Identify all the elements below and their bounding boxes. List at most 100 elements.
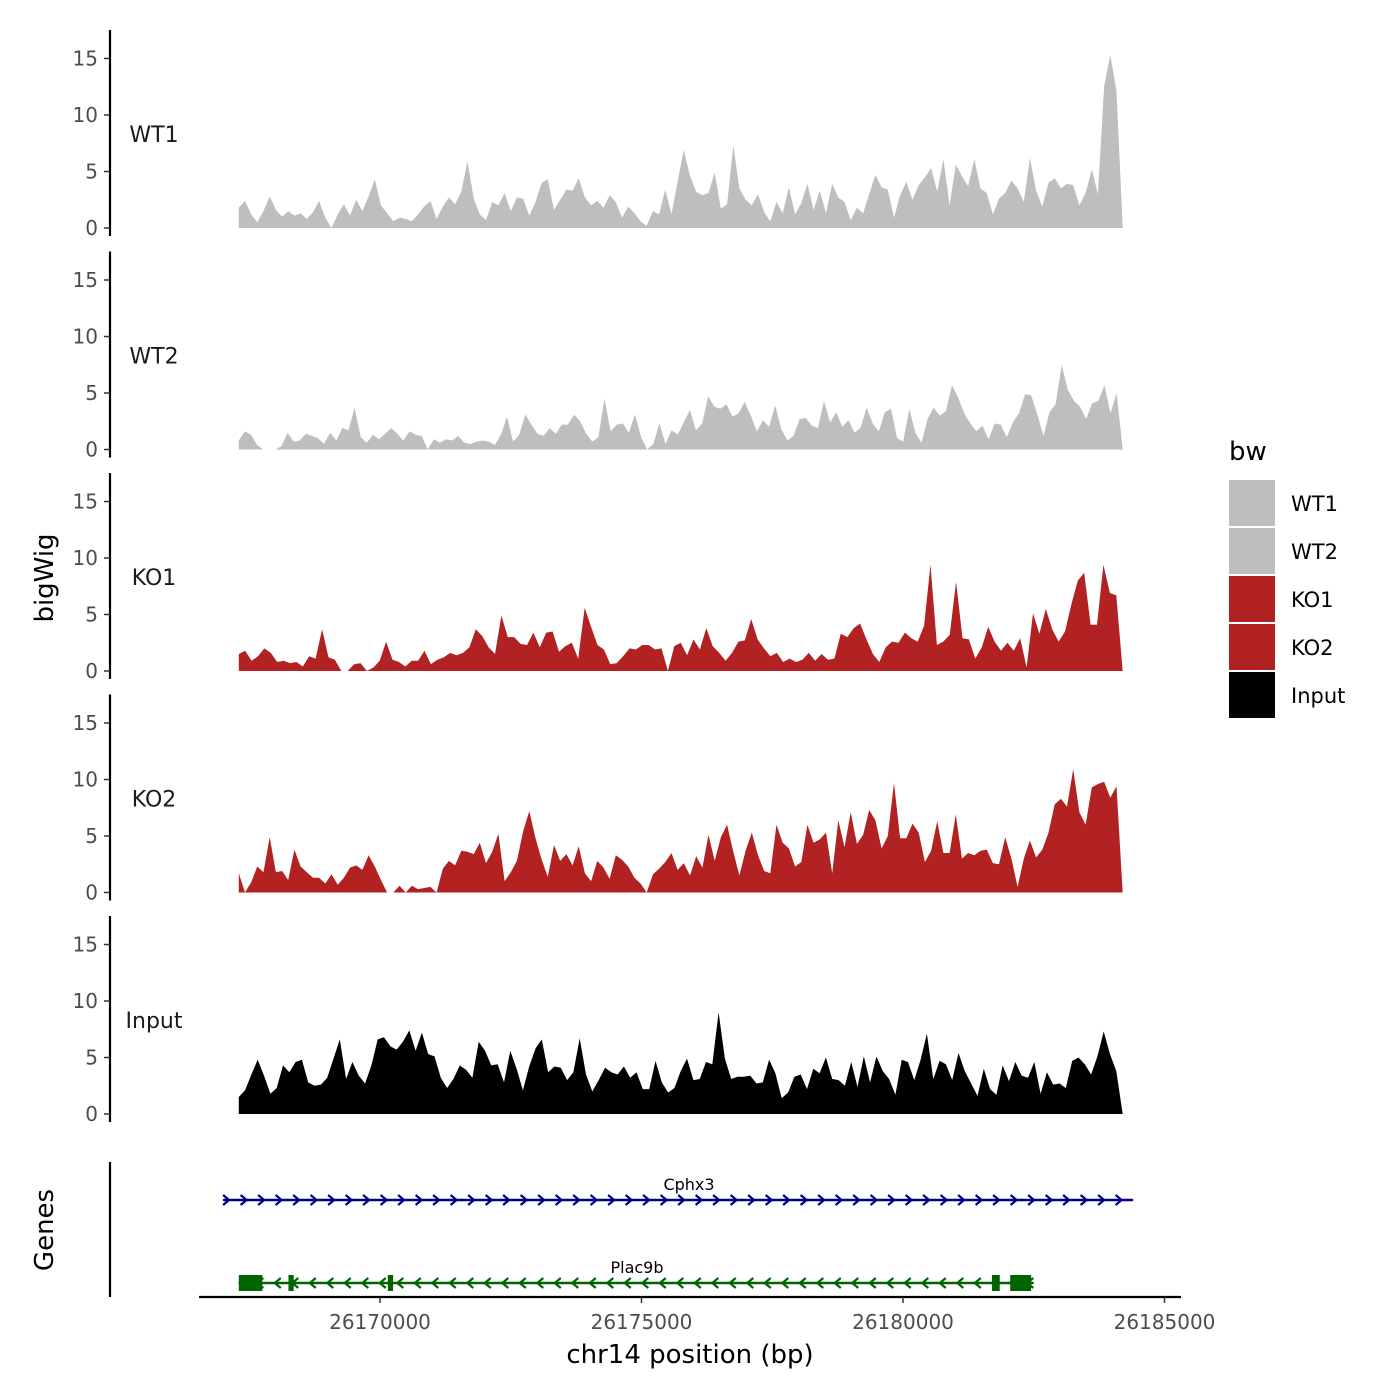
strand-chevron [239, 1194, 249, 1206]
gene-label: Cphx3 [663, 1175, 714, 1194]
genes-axis-label: Genes [30, 1189, 60, 1271]
strand-chevron [222, 1194, 231, 1206]
strand-chevron [973, 1277, 982, 1289]
exon-block [991, 1275, 1000, 1291]
y-tick-label: 10 [73, 768, 98, 792]
y-tick-label: 0 [85, 216, 98, 240]
strand-chevron [658, 1277, 667, 1289]
strand-chevron [974, 1194, 984, 1206]
x-axis: 26170000 26175000 26180000 26185000 [199, 1295, 1216, 1334]
strand-chevron [852, 1194, 861, 1206]
genes-track: Cphx3 Plac9b [108, 1162, 1134, 1297]
x-tick-label: 26185000 [1114, 1310, 1216, 1334]
strand-chevron [344, 1194, 354, 1206]
strand-chevron [467, 1194, 476, 1206]
strand-chevron [903, 1277, 912, 1289]
strand-chevron [605, 1277, 614, 1289]
strand-chevron [710, 1277, 719, 1289]
track-ko2: 0 5 10 15 KO2 [73, 694, 1123, 905]
strand-chevron [887, 1194, 896, 1206]
strand-chevron [257, 1194, 266, 1206]
strand-chevron [378, 1277, 387, 1289]
strand-chevron [414, 1194, 424, 1206]
strand-chevron [1079, 1194, 1089, 1206]
y-tick-label: 0 [85, 1102, 98, 1126]
strand-chevron [519, 1194, 529, 1206]
strand-chevron [817, 1194, 826, 1206]
strand-chevron [554, 1194, 564, 1206]
y-tick-label: 10 [73, 546, 98, 570]
strand-chevron [588, 1277, 597, 1289]
strand-chevron [675, 1277, 684, 1289]
strand-chevron [465, 1277, 474, 1289]
signal-area-ko1 [238, 564, 1123, 671]
exon-block [238, 1275, 263, 1291]
strand-chevron [955, 1277, 964, 1289]
x-tick-label: 26175000 [591, 1310, 693, 1334]
legend-label-wt2: WT2 [1291, 540, 1338, 564]
strand-chevron [869, 1194, 879, 1206]
strand-chevron [642, 1194, 651, 1206]
strand-chevron [868, 1277, 877, 1289]
strand-chevron [920, 1277, 929, 1289]
track-label: KO2 [132, 788, 177, 813]
strand-chevron [379, 1194, 389, 1206]
y-tick-label: 15 [73, 711, 98, 735]
strand-chevron [570, 1277, 579, 1289]
strand-chevron [1062, 1194, 1071, 1206]
x-axis-label: chr14 position (bp) [566, 1340, 813, 1370]
strand-chevron [308, 1277, 317, 1289]
strand-chevron [939, 1194, 949, 1206]
x-tick-label: 26170000 [329, 1310, 431, 1334]
strand-chevron [1044, 1194, 1054, 1206]
y-tick-label: 0 [85, 438, 98, 462]
strand-chevron [607, 1194, 616, 1206]
strand-chevron [1114, 1194, 1124, 1206]
strand-chevron [904, 1194, 914, 1206]
strand-chevron [677, 1194, 686, 1206]
strand-chevron [885, 1277, 894, 1289]
strand-chevron [1009, 1194, 1019, 1206]
strand-chevron [992, 1194, 1001, 1206]
legend-label-ko2: KO2 [1291, 636, 1334, 660]
exon-block [387, 1275, 394, 1291]
strand-chevron [763, 1277, 772, 1289]
strand-chevron [343, 1277, 352, 1289]
y-tick-label: 0 [85, 659, 98, 683]
strand-chevron [729, 1194, 739, 1206]
strand-chevron [782, 1194, 791, 1206]
track-label: WT1 [129, 123, 178, 148]
legend-title: bw [1229, 437, 1267, 467]
strand-chevron [484, 1194, 494, 1206]
y-tick-label: 5 [85, 603, 98, 627]
y-tick-label: 5 [85, 1046, 98, 1070]
strand-chevron [1027, 1194, 1036, 1206]
legend-key-ko2 [1229, 624, 1275, 670]
track-wt2: 0 5 10 15 WT2 [73, 251, 1123, 462]
strand-chevron [430, 1277, 439, 1289]
track-ko1: 0 5 10 15 KO1 [73, 473, 1123, 683]
strand-chevron [764, 1194, 774, 1206]
strand-chevron [535, 1277, 544, 1289]
strand-chevron [273, 1277, 282, 1289]
y-tick-label: 15 [73, 268, 98, 292]
y-tick-label: 0 [85, 881, 98, 905]
legend-key-ko1 [1229, 576, 1275, 622]
signal-area-ko2 [238, 769, 1123, 893]
strand-chevron [693, 1277, 702, 1289]
strand-chevron [395, 1277, 404, 1289]
track-label: WT2 [129, 345, 178, 370]
gene-cphx3: Cphx3 [222, 1175, 1134, 1206]
strand-chevron [694, 1194, 704, 1206]
y-tick-label: 5 [85, 381, 98, 405]
strand-chevron [780, 1277, 789, 1289]
strand-chevron [640, 1277, 649, 1289]
legend: bw WT1 WT2 KO1 KO2 Input [1229, 437, 1345, 718]
strand-chevron [624, 1194, 634, 1206]
y-tick-label: 5 [85, 160, 98, 184]
strand-chevron [799, 1194, 809, 1206]
strand-chevron [413, 1277, 422, 1289]
signal-tracks: 0 5 10 15 WT1 0 5 10 15 WT2 0 5 10 15 KO1 0 5 10 15 KO2 0 5 10… [73, 30, 1123, 1126]
signal-area-input [238, 1012, 1123, 1114]
strand-chevron [572, 1194, 581, 1206]
